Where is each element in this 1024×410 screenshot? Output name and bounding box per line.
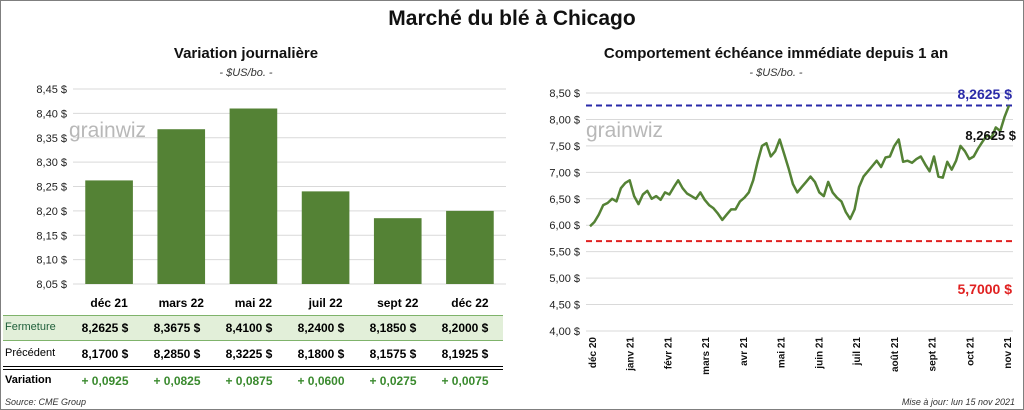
bar-y-tick-label: 8,35 $ xyxy=(36,133,67,145)
bar-x-tick-label: déc 22 xyxy=(451,296,489,310)
table-cell: + 0,0275 xyxy=(369,374,417,388)
table-cell: 8,3225 $ xyxy=(225,347,273,361)
price-series-line xyxy=(589,105,1011,228)
bar-x-axis: déc 21 mars 22 mai 22 juil 22 sept 22 déc 22 xyxy=(90,296,489,310)
line-y-tick-label: 4,50 $ xyxy=(549,300,580,312)
row-label: Variation xyxy=(5,374,52,386)
line-grid xyxy=(586,92,1013,332)
bar xyxy=(373,218,422,284)
table-cell: 8,1700 $ xyxy=(81,347,129,361)
line-x-tick-label: sept 21 xyxy=(928,337,939,372)
bar-y-tick-label: 8,05 $ xyxy=(36,279,67,291)
row-label: Fermeture xyxy=(5,321,56,333)
bar-series xyxy=(85,108,494,284)
line-x-tick-label: oct 21 xyxy=(965,337,976,366)
update-note: Mise à jour: lun 15 nov 2021 xyxy=(901,397,1015,407)
page-title: Marché du blé à Chicago xyxy=(388,7,636,30)
line-y-tick-label: 7,00 $ xyxy=(549,167,580,179)
line-x-axis: déc 20 janv 21 févr 21 mars 21 avr 21 mai 21 j… xyxy=(588,337,1014,375)
right-chart-title: Comportement échéance immédiate depuis 1… xyxy=(603,45,949,62)
bar xyxy=(446,210,494,284)
bar xyxy=(85,180,133,284)
line-x-tick-label: avr 21 xyxy=(739,337,750,366)
right-watermark: grainwiz xyxy=(586,119,663,142)
line-x-tick-label: mars 21 xyxy=(701,337,712,375)
table-cell: 8,2000 $ xyxy=(441,321,489,335)
table-cell: 8,4100 $ xyxy=(225,321,273,335)
table-divider xyxy=(3,366,503,370)
bar-y-tick-label: 8,20 $ xyxy=(36,206,67,218)
left-watermark: grainwiz xyxy=(69,119,146,142)
table-row-variation: Variation + 0,0925 + 0,0825 + 0,0875 + 0… xyxy=(3,369,503,393)
bar-y-axis: 8,05 $ 8,10 $ 8,15 $ 8,20 $ 8,25 $ 8,30 $ 8,35… xyxy=(36,84,67,291)
bar-y-tick-label: 8,40 $ xyxy=(36,108,67,120)
line-x-tick-label: mai 21 xyxy=(777,337,788,369)
table-cell: + 0,0875 xyxy=(225,374,273,388)
bar-y-tick-label: 8,10 $ xyxy=(36,255,67,267)
line-y-tick-label: 8,00 $ xyxy=(549,114,580,126)
bar-grid xyxy=(73,88,506,285)
line-x-tick-label: févr 21 xyxy=(663,337,674,370)
bar xyxy=(229,108,278,284)
table-cell: 8,2850 $ xyxy=(153,347,201,361)
table-cell: + 0,0075 xyxy=(441,374,489,388)
bar-x-tick-label: mars 22 xyxy=(159,296,205,310)
right-chart-unit: - $US/bo. - xyxy=(749,67,803,79)
line-chart: 4,00 $ 4,50 $ 5,00 $ 5,50 $ 6,00 $ 6,50 $ 7,00… xyxy=(549,86,1016,375)
bar-chart: 8,05 $ 8,10 $ 8,15 $ 8,20 $ 8,25 $ 8,30 $ 8,35… xyxy=(36,84,506,310)
source-note: Source: CME Group xyxy=(5,397,87,407)
line-x-tick-label: janv 21 xyxy=(626,337,637,372)
table-cell: + 0,0825 xyxy=(153,374,201,388)
low-value-label: 5,7000 $ xyxy=(958,281,1013,297)
line-x-tick-label: juin 21 xyxy=(814,337,825,370)
line-y-tick-label: 4,00 $ xyxy=(549,326,580,338)
line-y-tick-label: 6,00 $ xyxy=(549,220,580,232)
bar xyxy=(301,191,350,284)
bar-y-tick-label: 8,25 $ xyxy=(36,182,67,194)
table-cell: 8,1575 $ xyxy=(369,347,417,361)
row-label: Précédent xyxy=(5,347,56,359)
table-cell: 8,1925 $ xyxy=(441,347,489,361)
table-row-precedent: Précédent 8,1700 $ 8,2850 $ 8,3225 $ 8,1… xyxy=(3,342,503,366)
bar-y-tick-label: 8,15 $ xyxy=(36,230,67,242)
table-cell: 8,1800 $ xyxy=(297,347,345,361)
line-y-axis: 4,00 $ 4,50 $ 5,00 $ 5,50 $ 6,00 $ 6,50 $ 7,00… xyxy=(549,88,580,338)
line-x-tick-label: juil 21 xyxy=(852,337,863,367)
bar-x-tick-label: mai 22 xyxy=(235,296,273,310)
line-x-tick-label: août 21 xyxy=(890,337,901,372)
table-cell: + 0,0600 xyxy=(297,374,345,388)
bar-x-tick-label: juil 22 xyxy=(308,296,343,310)
left-chart-title: Variation journalière xyxy=(173,45,319,62)
last-value-label: 8,2625 $ xyxy=(965,128,1016,143)
bar-x-tick-label: sept 22 xyxy=(377,296,419,310)
line-y-tick-label: 6,50 $ xyxy=(549,194,580,206)
line-y-tick-label: 5,00 $ xyxy=(549,273,580,285)
table-cell: + 0,0925 xyxy=(81,374,129,388)
table-cell: 8,2625 $ xyxy=(81,321,129,335)
line-x-tick-label: déc 20 xyxy=(588,337,599,369)
line-y-tick-label: 7,50 $ xyxy=(549,141,580,153)
line-y-tick-label: 5,50 $ xyxy=(549,247,580,259)
table-row-fermeture: Fermeture 8,2625 $ 8,3675 $ 8,4100 $ 8,2… xyxy=(3,315,503,341)
bar xyxy=(157,129,206,284)
high-value-label: 8,2625 $ xyxy=(958,86,1013,102)
table-cell: 8,3675 $ xyxy=(153,321,201,335)
bar-y-tick-label: 8,30 $ xyxy=(36,157,67,169)
line-x-tick-label: nov 21 xyxy=(1003,337,1014,369)
table-cell: 8,1850 $ xyxy=(369,321,417,335)
bar-x-tick-label: déc 21 xyxy=(90,296,128,310)
bar-y-tick-label: 8,45 $ xyxy=(36,84,67,96)
table-cell: 8,2400 $ xyxy=(297,321,345,335)
line-y-tick-label: 8,50 $ xyxy=(549,88,580,100)
left-chart-unit: - $US/bo. - xyxy=(219,67,273,79)
